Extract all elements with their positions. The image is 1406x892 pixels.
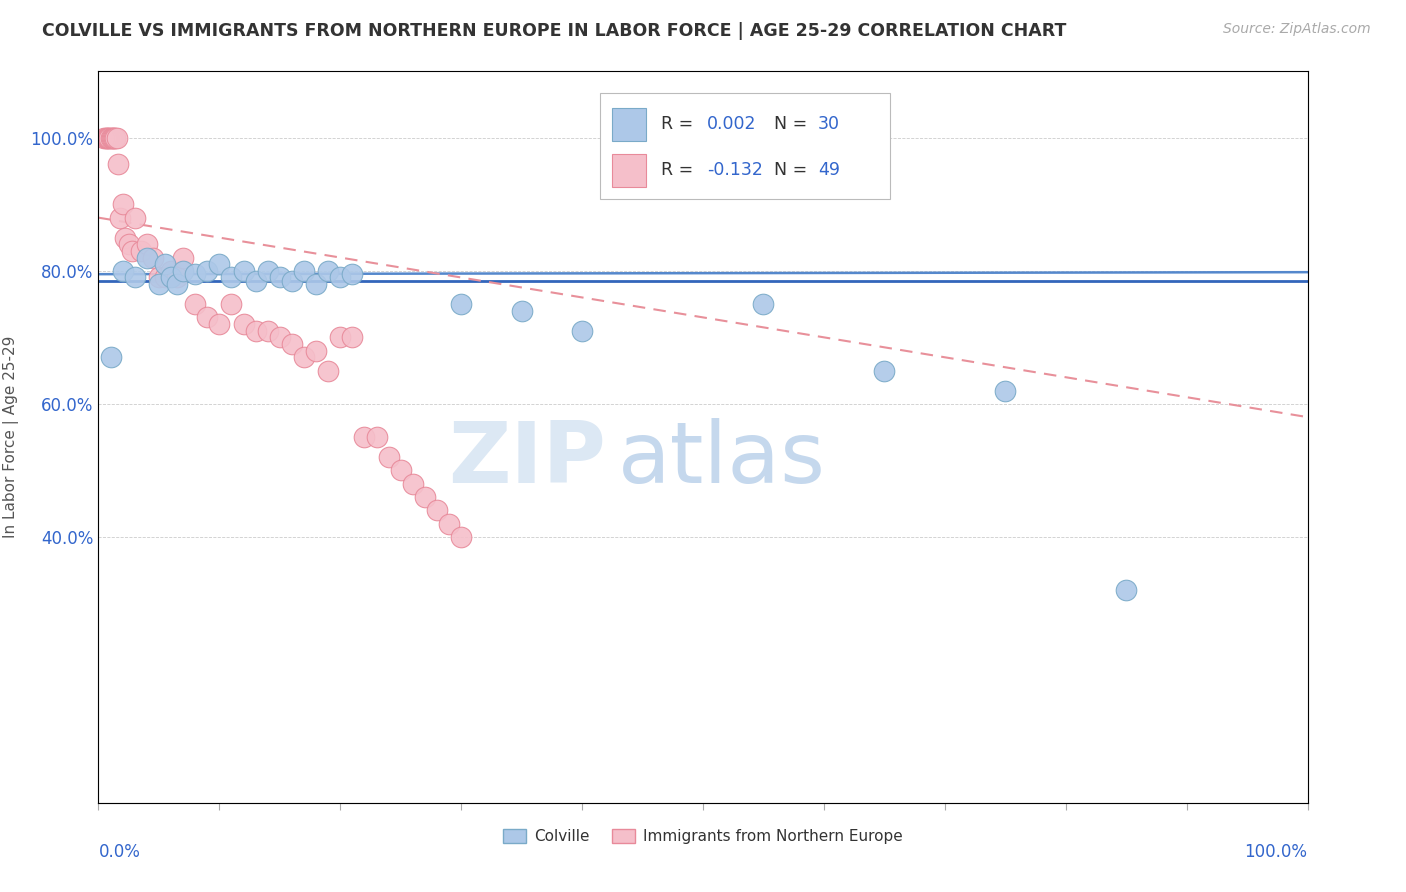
Point (329, 330, 352, 344)
Point (135, 237, 157, 252)
Point (101, 131, 124, 145)
Point (172, 264, 194, 278)
Point (184, 297, 207, 311)
Point (450, 530, 472, 544)
Point (135, 251, 157, 265)
Point (114, 230, 136, 244)
Point (93, 131, 115, 145)
Point (121, 244, 143, 258)
Point (305, 343, 328, 358)
Point (148, 270, 170, 285)
Point (316, 264, 339, 278)
Text: -0.132: -0.132 (707, 161, 762, 179)
Point (437, 516, 460, 531)
Legend: Colville, Immigrants from Northern Europe: Colville, Immigrants from Northern Europ… (498, 822, 908, 850)
Point (342, 330, 364, 344)
Point (111, 197, 134, 211)
FancyBboxPatch shape (600, 94, 890, 200)
Point (104, 131, 127, 145)
Point (221, 297, 243, 311)
Point (353, 430, 375, 444)
Point (98, 131, 121, 145)
Point (305, 277, 328, 292)
Point (342, 267, 364, 281)
Point (111, 264, 134, 278)
Point (256, 324, 278, 338)
Point (153, 270, 176, 285)
Point (245, 274, 267, 288)
Point (100, 131, 122, 145)
Point (142, 251, 165, 265)
Point (450, 297, 472, 311)
Point (124, 270, 146, 285)
Point (221, 270, 243, 285)
Text: 0.0%: 0.0% (98, 843, 141, 861)
Text: COLVILLE VS IMMIGRANTS FROM NORTHERN EUROPE IN LABOR FORCE | AGE 25-29 CORRELATI: COLVILLE VS IMMIGRANTS FROM NORTHERN EUR… (42, 22, 1067, 40)
Point (1115, 582, 1137, 597)
Text: N =: N = (763, 161, 813, 179)
Point (256, 264, 278, 278)
Point (377, 450, 399, 464)
Point (118, 237, 141, 252)
Point (160, 264, 183, 278)
Point (107, 157, 129, 171)
Point (292, 264, 315, 278)
Point (292, 351, 315, 365)
Point (103, 131, 125, 145)
Point (281, 274, 304, 288)
Point (329, 270, 352, 285)
Text: 100.0%: 100.0% (1244, 843, 1308, 861)
Point (96, 131, 118, 145)
Text: N =: N = (763, 115, 813, 133)
Point (402, 476, 425, 491)
Y-axis label: In Labor Force | Age 25-29: In Labor Force | Age 25-29 (3, 336, 20, 538)
Point (97, 131, 120, 145)
Point (148, 277, 170, 292)
Point (208, 317, 231, 331)
Point (195, 264, 218, 278)
Point (94, 131, 117, 145)
Point (232, 264, 254, 278)
Text: R =: R = (661, 161, 699, 179)
Text: atlas: atlas (619, 417, 827, 500)
Point (245, 324, 267, 338)
Text: 49: 49 (818, 161, 839, 179)
Text: Source: ZipAtlas.com: Source: ZipAtlas.com (1223, 22, 1371, 37)
FancyBboxPatch shape (613, 108, 647, 141)
FancyBboxPatch shape (613, 154, 647, 187)
Point (153, 257, 176, 271)
Point (184, 267, 207, 281)
Point (752, 297, 775, 311)
Point (316, 363, 339, 377)
Point (166, 270, 188, 285)
Point (166, 277, 188, 292)
Point (426, 503, 449, 517)
Point (389, 463, 412, 477)
Text: R =: R = (661, 115, 699, 133)
Point (269, 330, 291, 344)
Point (124, 211, 146, 225)
Point (208, 257, 231, 271)
Point (269, 270, 291, 285)
Point (160, 270, 183, 285)
Text: ZIP: ZIP (449, 417, 606, 500)
Point (873, 363, 896, 377)
Point (366, 430, 388, 444)
Point (100, 351, 122, 365)
Point (129, 244, 152, 258)
Point (994, 384, 1017, 398)
Point (281, 337, 304, 351)
Point (172, 251, 194, 265)
Point (413, 490, 436, 504)
Text: 0.002: 0.002 (707, 115, 756, 133)
Point (510, 303, 533, 318)
Text: 30: 30 (818, 115, 839, 133)
Point (108, 211, 131, 225)
Point (195, 310, 218, 325)
Point (100, 131, 122, 145)
Point (571, 324, 593, 338)
Point (232, 317, 254, 331)
Point (105, 131, 128, 145)
